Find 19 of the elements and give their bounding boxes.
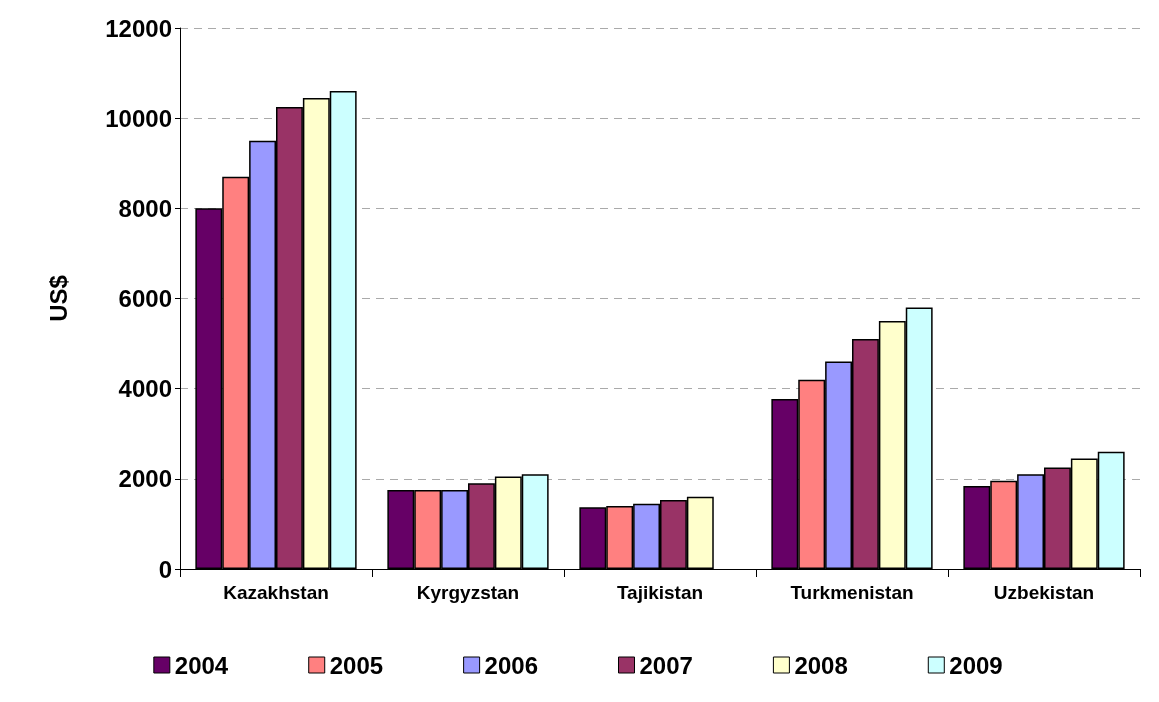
y-tick-label: 12000 xyxy=(105,14,172,42)
legend-label: 2005 xyxy=(329,651,384,679)
x-tick-label: Turkmenistan xyxy=(790,582,914,603)
legend-label: 2009 xyxy=(949,651,1003,679)
legend-label: 2008 xyxy=(794,651,848,679)
x-tick-label: Uzbekistan xyxy=(993,582,1095,603)
y-tick-label: 8000 xyxy=(118,194,172,222)
legend-label: 2004 xyxy=(174,651,229,679)
legend-label: 2006 xyxy=(484,651,538,679)
x-tick-label: Kazakhstan xyxy=(223,582,329,603)
y-tick-label: 4000 xyxy=(118,375,172,403)
y-tick-label: 6000 xyxy=(118,285,172,312)
y-tick-label: 0 xyxy=(158,555,172,583)
y-tick-label: 2000 xyxy=(118,465,172,493)
x-tick-label: Kyrgyzstan xyxy=(416,582,520,603)
x-tick-label: Tajikistan xyxy=(616,582,704,603)
y-axis-title: US$ xyxy=(44,274,72,322)
legend-label: 2007 xyxy=(639,651,693,679)
y-tick-label: 10000 xyxy=(105,104,172,132)
